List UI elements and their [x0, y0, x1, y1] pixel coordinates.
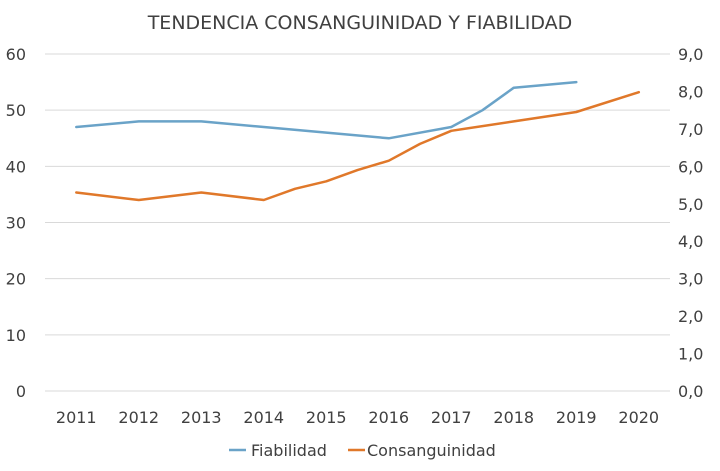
- right-axis-tick-label: 7,0: [678, 120, 703, 139]
- right-axis-tick-label: 0,0: [678, 382, 703, 401]
- left-axis-tick-label: 60: [6, 45, 26, 64]
- right-axis-tick-label: 6,0: [678, 157, 703, 176]
- left-axis-tick-label: 30: [6, 214, 26, 233]
- right-axis-tick-label: 4,0: [678, 232, 703, 251]
- chart-title: TENDENCIA CONSANGUINIDAD Y FIABILIDAD: [147, 12, 573, 34]
- right-axis-tick-label: 8,0: [678, 82, 703, 101]
- right-axis-tick-label: 2,0: [678, 307, 703, 326]
- left-axis-tick-label: 0: [16, 382, 26, 401]
- x-axis-tick-label: 2012: [118, 408, 159, 427]
- right-axis-tick-label: 9,0: [678, 45, 703, 64]
- left-axis-tick-label: 20: [6, 270, 26, 289]
- legend-label-consanguinidad: Consanguinidad: [367, 441, 496, 460]
- right-axis-tick-label: 3,0: [678, 270, 703, 289]
- x-axis-tick-label: 2020: [618, 408, 659, 427]
- x-axis-tick-label: 2013: [181, 408, 222, 427]
- x-axis-tick-label: 2015: [306, 408, 347, 427]
- x-axis-tick-label: 2014: [243, 408, 284, 427]
- left-axis-tick-label: 10: [6, 326, 26, 345]
- x-axis-tick-label: 2017: [431, 408, 472, 427]
- right-axis-tick-label: 5,0: [678, 195, 703, 214]
- left-axis-tick-label: 50: [6, 101, 26, 120]
- legend-label-fiabilidad: Fiabilidad: [251, 441, 327, 460]
- x-axis-tick-label: 2011: [56, 408, 97, 427]
- x-axis-tick-label: 2019: [556, 408, 597, 427]
- left-axis-tick-label: 40: [6, 157, 26, 176]
- series-line-consanguinidad: [75, 90, 641, 202]
- x-axis-tick-label: 2016: [368, 408, 409, 427]
- x-axis-tick-label: 2018: [493, 408, 534, 427]
- series-line-fiabilidad: [75, 80, 578, 140]
- right-axis-tick-label: 1,0: [678, 345, 703, 364]
